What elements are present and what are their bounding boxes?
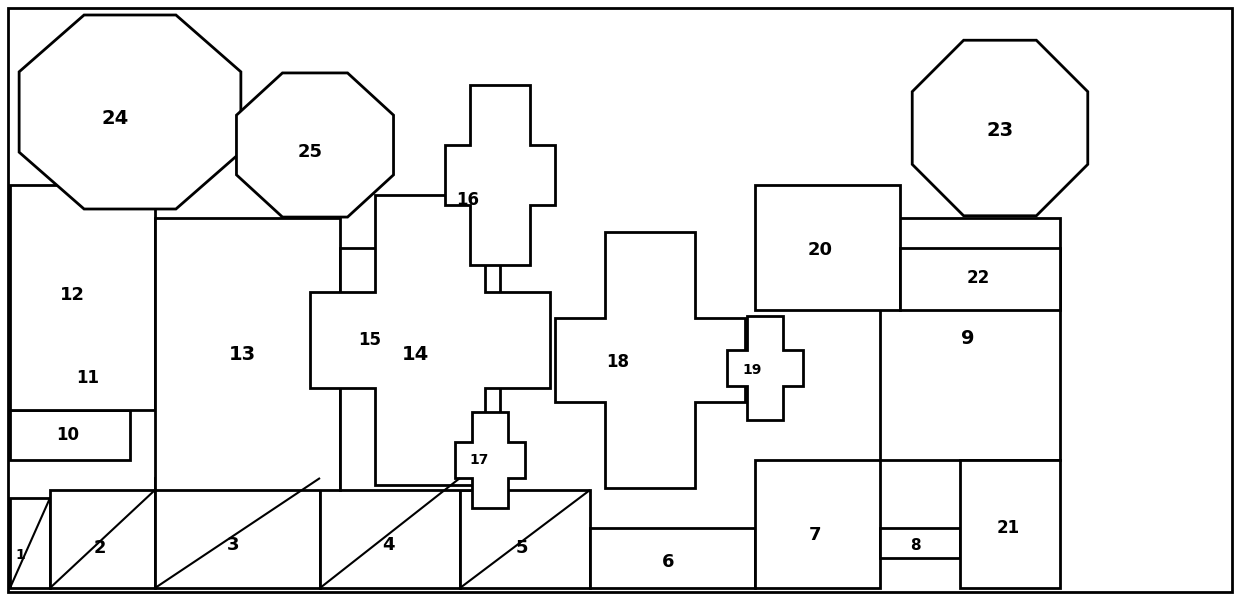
Text: 8: 8 <box>910 538 920 553</box>
Text: 3: 3 <box>227 536 239 554</box>
Bar <box>10 185 155 410</box>
Text: 12: 12 <box>60 286 84 304</box>
Polygon shape <box>455 412 525 508</box>
Text: 13: 13 <box>228 346 255 364</box>
Text: 9: 9 <box>961 329 975 347</box>
Polygon shape <box>913 40 1087 216</box>
Text: 19: 19 <box>743 363 761 377</box>
Text: 21: 21 <box>997 519 1019 537</box>
Bar <box>755 460 880 588</box>
Bar <box>155 478 320 588</box>
Text: 5: 5 <box>516 539 528 557</box>
Text: 10: 10 <box>57 426 79 444</box>
Bar <box>50 490 155 588</box>
Bar <box>50 350 130 410</box>
Text: 17: 17 <box>469 453 489 467</box>
Bar <box>590 528 755 588</box>
Text: 23: 23 <box>987 121 1013 139</box>
Bar <box>880 218 1060 460</box>
Text: 14: 14 <box>402 346 429 364</box>
Text: 16: 16 <box>456 191 480 209</box>
Text: 4: 4 <box>382 536 394 554</box>
Polygon shape <box>556 232 745 488</box>
Text: 15: 15 <box>358 331 382 349</box>
Polygon shape <box>19 15 241 209</box>
Text: 24: 24 <box>102 109 129 127</box>
Text: 22: 22 <box>966 269 990 287</box>
Bar <box>340 248 500 490</box>
Text: 1: 1 <box>15 548 25 562</box>
Bar <box>10 410 130 460</box>
Bar <box>155 218 340 490</box>
Bar <box>320 478 460 588</box>
Bar <box>460 490 590 588</box>
Polygon shape <box>237 73 393 217</box>
Bar <box>10 498 50 588</box>
Polygon shape <box>310 195 551 485</box>
Bar <box>880 528 960 558</box>
Bar <box>755 185 900 310</box>
Polygon shape <box>445 85 556 265</box>
Polygon shape <box>727 316 804 420</box>
Text: 2: 2 <box>94 539 107 557</box>
Text: 11: 11 <box>77 369 99 387</box>
Text: 7: 7 <box>808 526 821 544</box>
Text: 6: 6 <box>662 553 675 571</box>
Bar <box>900 248 1060 310</box>
Text: 20: 20 <box>807 241 832 259</box>
Text: 25: 25 <box>298 143 322 161</box>
Text: 18: 18 <box>606 353 630 371</box>
Bar <box>960 460 1060 588</box>
